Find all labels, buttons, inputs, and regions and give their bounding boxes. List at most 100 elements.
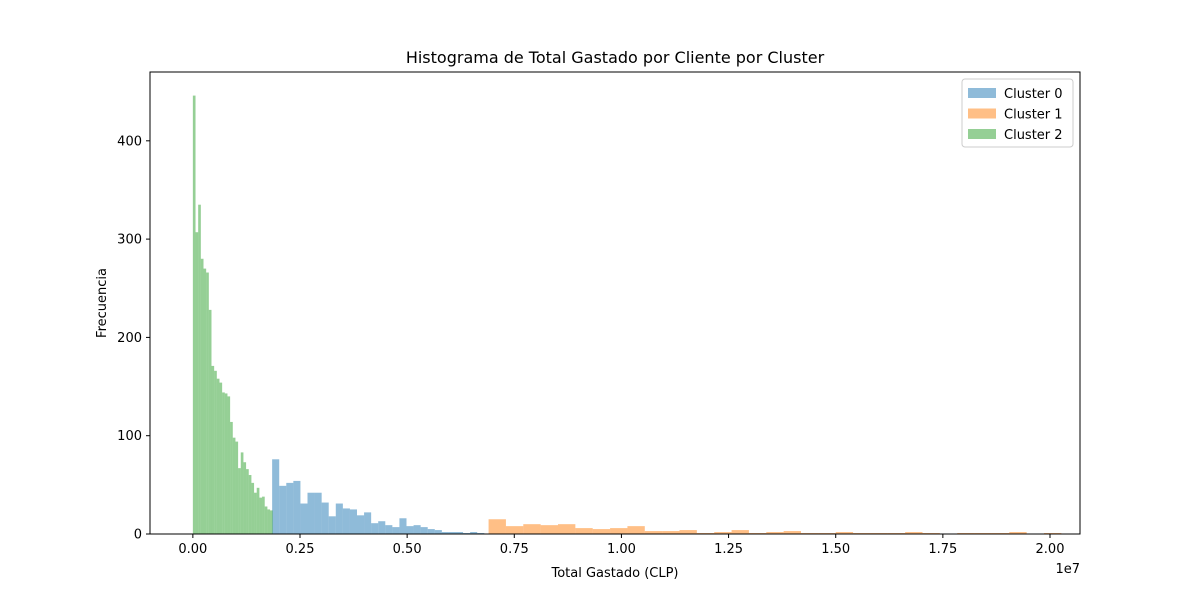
histogram-bar	[192, 95, 196, 534]
histogram-bar	[456, 532, 464, 534]
x-axis-ticks: 0.00 0.25 0.50 0.75 1.00 1.25 1.50 1.75 2.00	[178, 534, 1064, 557]
histogram-bar	[214, 370, 217, 534]
y-axis-ticks: 0 100 200 300 400	[117, 134, 150, 543]
histogram-bar	[679, 530, 697, 534]
histogram-bar	[224, 393, 228, 534]
histogram-bar	[342, 508, 350, 534]
x-axis-label: Total Gastado (CLP)	[550, 566, 678, 581]
histogram-bar	[232, 437, 236, 534]
histogram-bar	[251, 482, 255, 534]
y-axis-label: Frecuencia	[95, 268, 110, 338]
x-tick-label: 1.25	[714, 542, 743, 557]
histogram-bar	[523, 524, 541, 534]
histogram-bar	[321, 502, 329, 534]
legend-swatch	[968, 88, 996, 98]
histogram-bar	[427, 529, 435, 534]
histogram-bar	[488, 519, 506, 534]
x-tick-label: 2.00	[1036, 542, 1065, 557]
histogram-bar	[262, 496, 265, 534]
x-tick-label: 0.50	[393, 542, 422, 557]
histogram-bar	[200, 258, 204, 534]
histogram-bar	[575, 528, 593, 534]
histogram-bar	[272, 459, 280, 534]
histogram-bar	[328, 516, 336, 534]
chart-title: Histograma de Total Gastado por Cliente …	[406, 48, 825, 67]
legend-entry-label: Cluster 1	[1004, 108, 1063, 123]
legend-entry-label: Cluster 2	[1004, 128, 1063, 143]
histogram-bar	[206, 272, 209, 534]
histogram-bar	[293, 480, 301, 534]
histogram-bar	[216, 378, 220, 534]
x-tick-label: 1.00	[607, 542, 636, 557]
histogram-bar	[364, 512, 372, 534]
histogram-bar	[248, 475, 252, 534]
histogram-bar	[610, 528, 628, 534]
histogram-bar	[835, 532, 854, 534]
histogram-bar	[399, 518, 407, 534]
histogram-bar	[731, 530, 749, 534]
histogram-bar	[238, 468, 241, 534]
histogram-bar	[198, 204, 201, 534]
histogram-bar	[662, 531, 680, 534]
x-tick-label: 1.50	[821, 542, 850, 557]
histogram-bar	[335, 503, 343, 534]
histogram-bar	[235, 441, 239, 534]
histogram-bar	[256, 487, 260, 534]
histogram-bar	[270, 510, 273, 534]
histogram-bar	[766, 532, 784, 534]
histogram-bar	[905, 532, 923, 534]
histogram-bar	[448, 532, 456, 534]
histogram-bar	[300, 503, 308, 534]
plot-frame	[149, 71, 1081, 535]
histogram-bar	[413, 525, 421, 534]
histogram-bar	[385, 525, 393, 534]
histogram-bar	[208, 309, 212, 534]
x-tick-label: 0.00	[178, 542, 207, 557]
histogram-bar	[264, 506, 268, 534]
histogram-bar	[627, 526, 645, 534]
histogram-bar	[243, 462, 247, 534]
series-cluster-0	[272, 459, 485, 534]
histogram-bar	[714, 532, 732, 534]
legend-swatch	[968, 108, 996, 119]
histogram-bar	[195, 232, 199, 534]
histogram-bar	[644, 531, 663, 534]
histogram-bar	[254, 492, 257, 534]
histogram-bar	[267, 509, 271, 534]
histogram-bar	[434, 530, 442, 534]
x-axis-offset-label: 1e7	[1055, 562, 1080, 577]
histogram-bar	[441, 532, 449, 534]
histogram-bar	[279, 485, 287, 534]
histogram-bar	[371, 523, 379, 534]
histogram-bar	[357, 515, 365, 534]
histogram-bar	[227, 396, 231, 534]
x-tick-label: 0.25	[286, 542, 315, 557]
histogram-bar	[540, 525, 558, 534]
histogram-bar	[392, 527, 400, 534]
y-tick-label: 400	[117, 134, 142, 149]
legend-swatch	[968, 129, 996, 139]
histogram-bar	[592, 529, 611, 534]
histogram-bar	[378, 521, 386, 534]
histogram-bar	[219, 382, 223, 534]
histogram-bar	[783, 531, 801, 534]
histogram-bar	[1009, 532, 1027, 534]
histogram-bar	[349, 509, 357, 534]
x-tick-label: 0.75	[500, 542, 529, 557]
x-tick-label: 1.75	[928, 542, 957, 557]
y-tick-label: 0	[134, 528, 142, 543]
series-cluster-2	[192, 95, 273, 534]
histogram-bar	[259, 497, 263, 534]
histogram-bar	[246, 469, 249, 534]
histogram-bar	[505, 526, 524, 534]
histogram-bar	[470, 532, 478, 534]
histogram-bar	[558, 524, 576, 534]
histogram-bar	[230, 421, 233, 534]
histogram-bar	[286, 482, 294, 534]
histogram-bar	[314, 492, 322, 534]
histogram-bar	[406, 526, 414, 534]
histogram-bar	[211, 365, 215, 534]
y-tick-label: 200	[117, 331, 142, 346]
